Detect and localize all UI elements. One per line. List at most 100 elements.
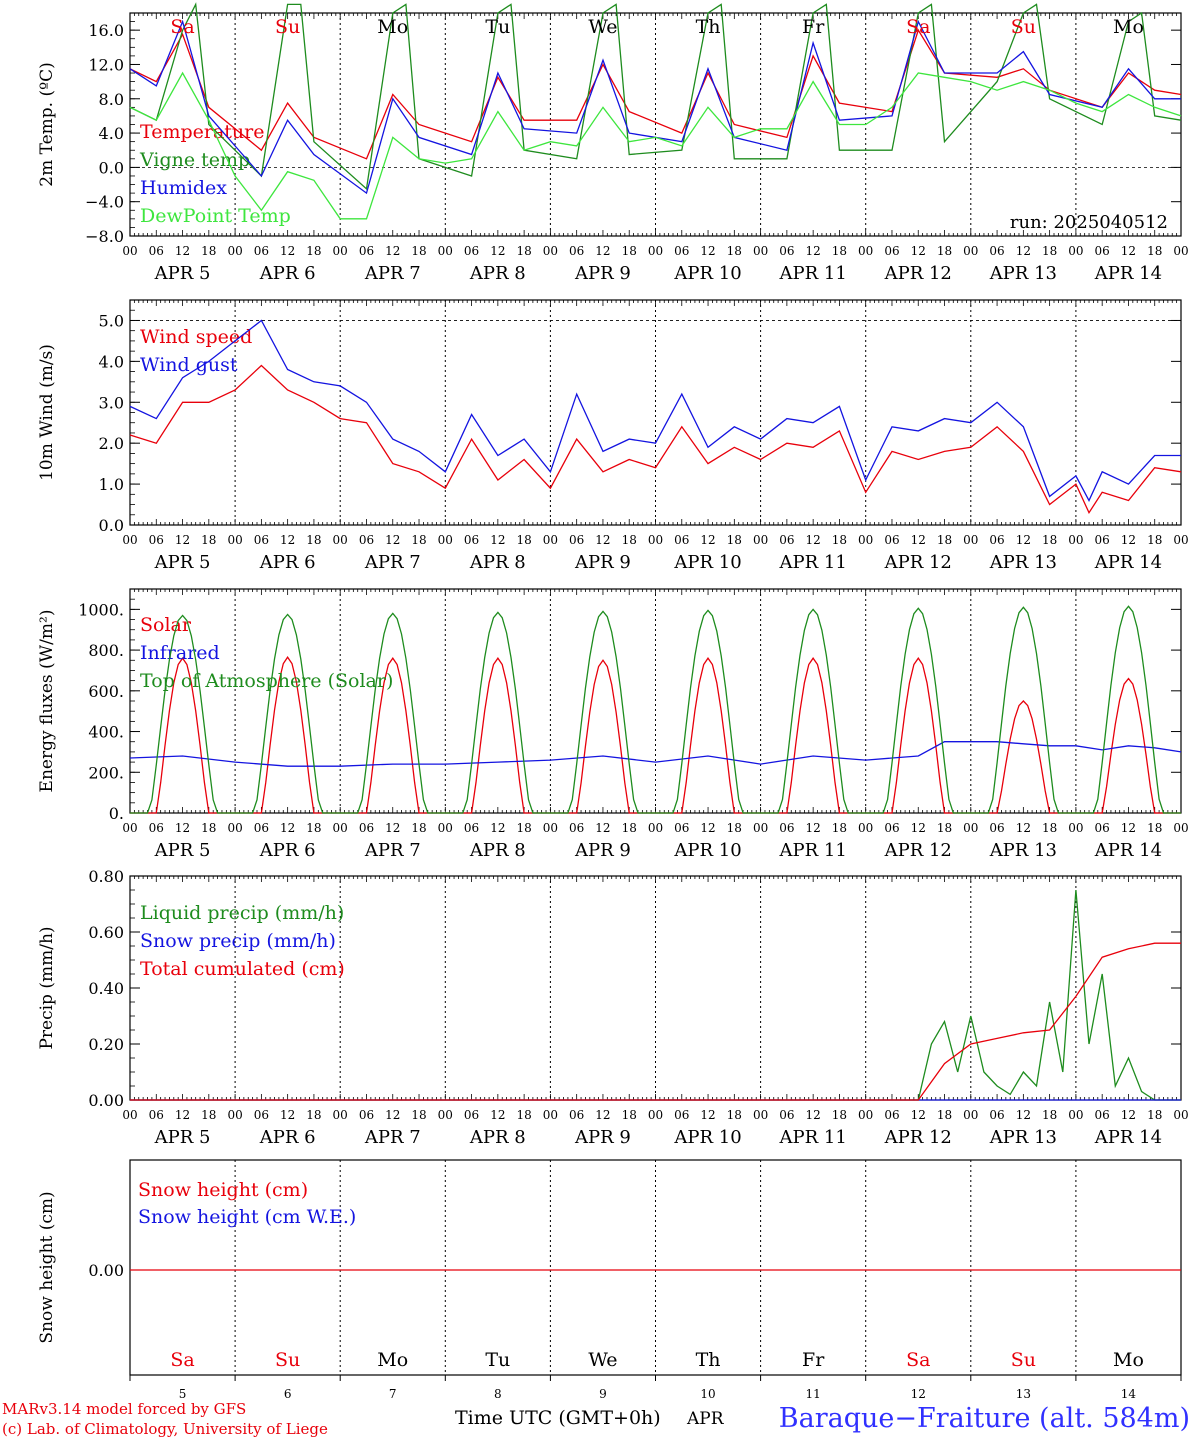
date-label: APR 6 <box>259 840 316 861</box>
hour-tick-label: 12 <box>806 244 821 258</box>
hour-tick-label: 18 <box>937 244 952 258</box>
y-tick-label: 800. <box>88 641 124 660</box>
date-label: APR 11 <box>779 263 847 284</box>
y-tick-label: 0.00 <box>88 1091 124 1110</box>
hour-tick-label: 12 <box>1121 244 1136 258</box>
hour-tick-label: 12 <box>1121 1108 1136 1122</box>
hour-tick-label: 18 <box>411 821 426 835</box>
date-number: 10 <box>700 1387 715 1401</box>
hour-tick-label: 18 <box>306 1108 321 1122</box>
footer-model: MARv3.14 model forced by GFS <box>2 1400 246 1418</box>
date-label: APR 9 <box>574 552 631 573</box>
hour-tick-label: 06 <box>1095 244 1110 258</box>
hour-tick-label: 18 <box>1147 533 1162 547</box>
hour-tick-label: 00 <box>1068 533 1083 547</box>
hour-tick-label: 00 <box>438 821 453 835</box>
date-label: APR 14 <box>1094 1127 1162 1148</box>
hour-tick-label: 12 <box>490 533 505 547</box>
hour-tick-label: 18 <box>201 821 216 835</box>
day-label-top: Mo <box>1113 16 1144 38</box>
y-tick-label: 0.40 <box>88 979 124 998</box>
hour-tick-label: 00 <box>438 533 453 547</box>
series-2 <box>130 605 1181 814</box>
hour-tick-label: 12 <box>175 1108 190 1122</box>
day-label-top: Tu <box>485 16 510 38</box>
legend-entry: Wind speed <box>140 326 252 348</box>
date-label: APR 13 <box>989 1127 1057 1148</box>
legend-entry: Snow height (cm W.E.) <box>138 1206 356 1228</box>
hour-tick-label: 18 <box>727 244 742 258</box>
legend-entry: Wind gust <box>140 354 238 376</box>
date-label: APR 8 <box>469 1127 526 1148</box>
hour-tick-label: 06 <box>464 533 479 547</box>
hour-tick-label: 18 <box>937 533 952 547</box>
hour-tick-label: 18 <box>306 821 321 835</box>
date-label: APR 5 <box>154 1127 211 1148</box>
y-tick-label: 5.0 <box>99 311 124 330</box>
hour-tick-label: 06 <box>1095 533 1110 547</box>
hour-tick-label: 00 <box>438 1108 453 1122</box>
station-title: Baraque−Fraiture (alt. 584m) <box>779 1403 1190 1434</box>
day-label-bottom: Tu <box>485 1349 510 1371</box>
hour-tick-label: 00 <box>648 244 663 258</box>
series-0 <box>130 889 1181 1101</box>
date-label: APR 5 <box>154 552 211 573</box>
hour-tick-label: 06 <box>359 533 374 547</box>
hour-tick-label: 12 <box>280 244 295 258</box>
legend-entry: Total cumulated (cm) <box>140 958 345 980</box>
hour-tick-label: 06 <box>674 1108 689 1122</box>
date-number: 9 <box>599 1387 607 1401</box>
date-label: APR 10 <box>673 1127 741 1148</box>
hour-tick-label: 06 <box>884 1108 899 1122</box>
date-number: 12 <box>911 1387 926 1401</box>
hour-tick-label: 06 <box>254 244 269 258</box>
hour-tick-label: 00 <box>1173 533 1188 547</box>
date-label: APR 6 <box>259 263 316 284</box>
hour-tick-label: 12 <box>595 821 610 835</box>
hour-tick-label: 18 <box>937 821 952 835</box>
footer-copyright: (c) Lab. of Climatology, University of L… <box>2 1420 328 1438</box>
hour-tick-label: 12 <box>806 533 821 547</box>
date-label: APR 10 <box>673 840 741 861</box>
date-label: APR 7 <box>364 1127 421 1148</box>
day-label-top: Th <box>696 16 721 38</box>
y-axis-label: Energy fluxes (W/m²) <box>37 610 57 793</box>
hour-tick-label: 00 <box>753 1108 768 1122</box>
hour-tick-label: 06 <box>779 1108 794 1122</box>
hour-tick-label: 18 <box>1147 1108 1162 1122</box>
hour-tick-label: 18 <box>516 1108 531 1122</box>
hour-tick-label: 06 <box>569 533 584 547</box>
y-tick-label: 4.0 <box>99 124 124 143</box>
date-label: APR 7 <box>364 552 421 573</box>
hour-tick-label: 12 <box>911 244 926 258</box>
hour-tick-label: 06 <box>779 533 794 547</box>
date-number: 8 <box>494 1387 502 1401</box>
date-label: APR 9 <box>574 263 631 284</box>
y-tick-label: 0.0 <box>99 516 124 535</box>
hour-tick-label: 18 <box>832 1108 847 1122</box>
series-1 <box>129 741 1182 767</box>
y-axis-label: Precip (mm/h) <box>37 926 57 1049</box>
hour-tick-label: 12 <box>1016 533 1031 547</box>
hour-tick-label: 18 <box>1042 533 1057 547</box>
hour-tick-label: 06 <box>149 533 164 547</box>
hour-tick-label: 06 <box>989 821 1004 835</box>
day-label-top: Mo <box>377 16 408 38</box>
hour-tick-label: 06 <box>254 821 269 835</box>
hour-tick-label: 00 <box>122 1108 137 1122</box>
hour-tick-label: 12 <box>175 533 190 547</box>
hour-tick-label: 18 <box>832 821 847 835</box>
hour-tick-label: 12 <box>911 1108 926 1122</box>
hour-tick-label: 18 <box>201 533 216 547</box>
date-label: APR 10 <box>673 552 741 573</box>
y-tick-label: 4.0 <box>99 352 124 371</box>
y-tick-label: 3.0 <box>99 393 124 412</box>
hour-tick-label: 00 <box>438 244 453 258</box>
hour-tick-label: 06 <box>254 1108 269 1122</box>
hour-tick-label: 12 <box>911 821 926 835</box>
hour-tick-label: 12 <box>490 1108 505 1122</box>
hour-tick-label: 18 <box>622 1108 637 1122</box>
hour-tick-label: 18 <box>411 244 426 258</box>
hour-tick-label: 06 <box>464 821 479 835</box>
